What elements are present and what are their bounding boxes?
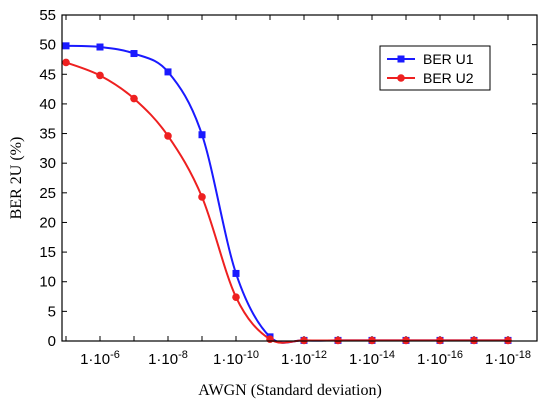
- x-axis: 1·10-6 1·10-8 1·10-10 1·10-12 1·10-14 1·10-16…: [65, 15, 531, 368]
- series-line-ber-u2: [65, 61, 508, 344]
- x-tick-label-0: 1·10-6: [80, 349, 120, 368]
- y-tick-label-40: 40: [39, 96, 56, 113]
- x-tick-label-5: 1·10-16: [417, 349, 463, 368]
- data-point-ber-u1-1: [96, 43, 104, 51]
- y-tick-label-20: 20: [39, 214, 56, 231]
- legend-label-ber-u1: BER U1: [423, 51, 474, 67]
- x-tick-label-2: 1·10-10: [213, 349, 259, 368]
- legend-label-ber-u2: BER U2: [423, 70, 474, 86]
- legend-box: [379, 45, 491, 91]
- y-tick-label-55: 55: [39, 7, 56, 24]
- data-point-ber-u1-0: [62, 42, 70, 50]
- y-tick-label-5: 5: [48, 303, 56, 320]
- x-tick-label-3: 1·10-12: [281, 349, 327, 368]
- y-tick-label-25: 25: [39, 185, 56, 202]
- data-point-ber-u2-4: [198, 193, 206, 201]
- y-tick-label-0: 0: [48, 333, 56, 350]
- y-tick-label-45: 45: [39, 66, 56, 83]
- x-tick-label-1: 1·10-8: [148, 349, 188, 368]
- data-point-ber-u2-6: [266, 335, 274, 344]
- data-point-ber-u2-3: [164, 132, 172, 140]
- data-point-ber-u2-5: [232, 293, 240, 301]
- y-tick-label-30: 30: [39, 155, 56, 172]
- data-point-ber-u1-2: [130, 50, 138, 58]
- x-axis-title: AWGN (Standard deviation): [198, 382, 382, 399]
- data-point-ber-u2-2: [130, 94, 138, 103]
- y-tick-label-35: 35: [39, 126, 56, 143]
- y-axis: 0 5 10 15 20 25 30 35 40 45 50 55: [39, 7, 537, 350]
- legend-marker-ber-u2: [397, 74, 405, 82]
- data-point-ber-u2-1: [96, 71, 104, 80]
- legend: BER U1 BER U2: [379, 45, 491, 91]
- y-tick-label-10: 10: [39, 274, 56, 291]
- y-tick-label-50: 50: [39, 37, 56, 54]
- x-tick-label-4: 1·10-14: [349, 349, 395, 368]
- x-tick-label-6: 1·10-18: [485, 349, 531, 368]
- plot-frame: [61, 14, 538, 342]
- y-axis-title: BER 2U (%): [8, 137, 25, 220]
- data-point-ber-u1-4: [198, 131, 206, 139]
- data-point-ber-u1-3: [164, 68, 172, 76]
- legend-marker-ber-u1: [397, 55, 405, 63]
- data-point-ber-u1-5: [232, 269, 240, 277]
- y-tick-label-15: 15: [39, 244, 56, 261]
- data-point-ber-u2-0: [62, 58, 70, 67]
